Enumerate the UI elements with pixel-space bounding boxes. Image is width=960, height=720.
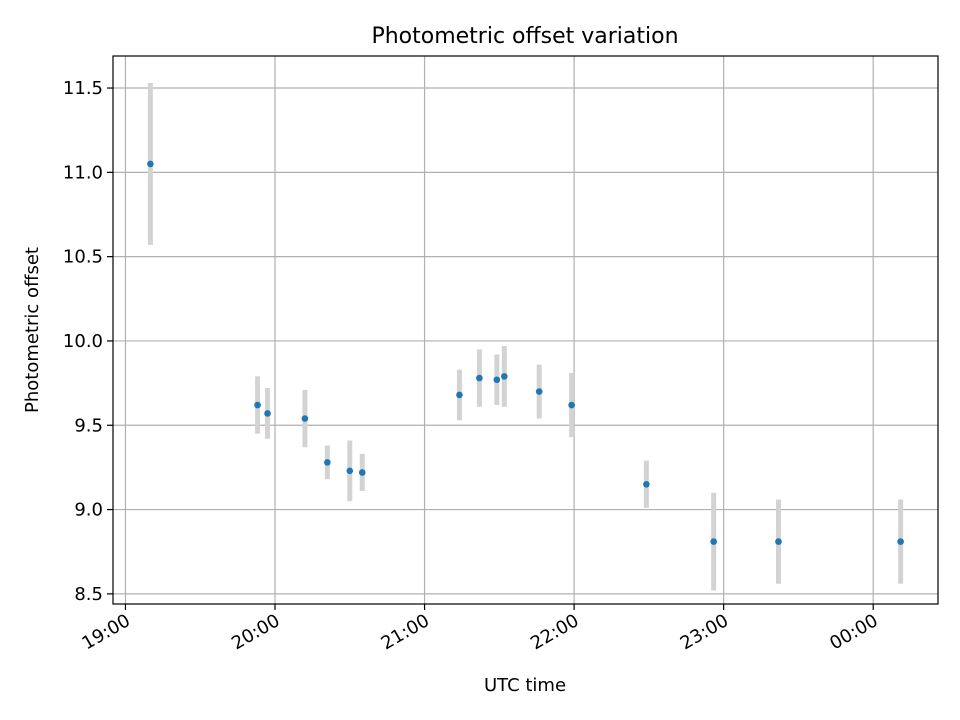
data-point: [710, 538, 717, 545]
y-axis-label: Photometric offset: [22, 247, 43, 413]
data-point: [324, 459, 331, 466]
data-point: [147, 160, 154, 168]
y-tick-label: 10.5: [63, 247, 103, 268]
y-tick-label: 11.0: [63, 162, 103, 183]
data-point: [264, 410, 271, 417]
data-point: [535, 388, 543, 395]
y-tick-label: 9.0: [74, 500, 103, 521]
data-point: [643, 480, 650, 488]
data-point: [456, 391, 463, 399]
data-point: [358, 469, 366, 476]
y-tick-label: 8.5: [74, 584, 103, 605]
data-point: [476, 374, 483, 382]
data-point: [775, 538, 782, 545]
grid: [113, 56, 938, 604]
chart-title: Photometric offset variation: [371, 24, 678, 49]
x-axis-label: UTC time: [484, 675, 566, 696]
data-point: [501, 373, 508, 380]
data-point: [254, 401, 261, 409]
data-point: [346, 467, 354, 475]
y-tick-label: 9.5: [74, 415, 103, 436]
data-points: [147, 160, 904, 545]
y-tick-label: 10.0: [63, 331, 103, 352]
y-tick-label: 11.5: [63, 78, 103, 99]
data-point: [301, 415, 309, 422]
data-point: [493, 376, 501, 384]
plot-frame: [112, 55, 939, 605]
data-point: [897, 538, 904, 545]
data-point: [568, 401, 575, 409]
